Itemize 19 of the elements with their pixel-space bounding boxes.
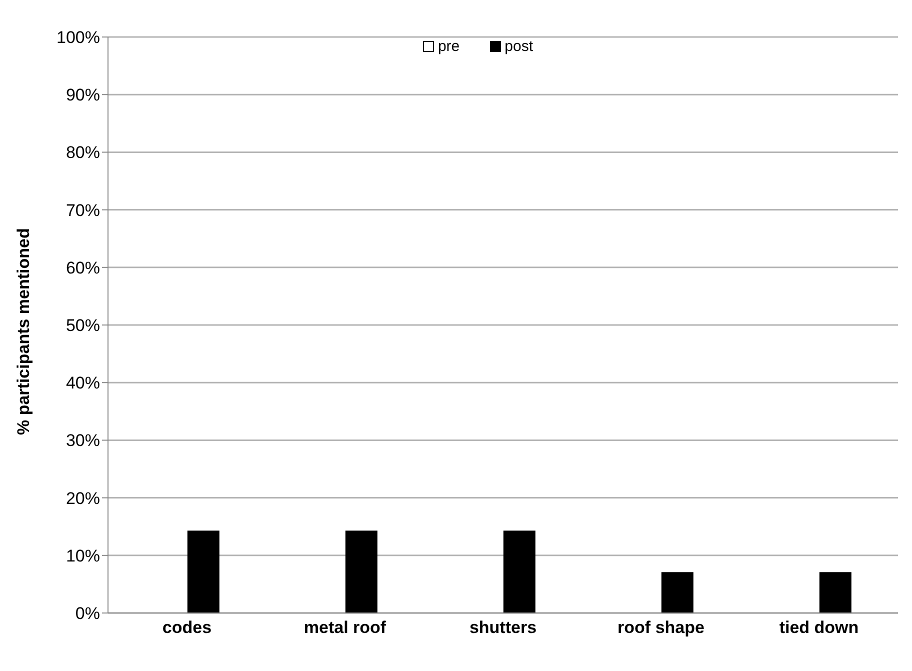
y-tick-label: 0% xyxy=(75,604,100,624)
x-tick-label: metal roof xyxy=(304,618,386,638)
y-tick-label: 30% xyxy=(66,431,100,450)
y-tick-label: 40% xyxy=(66,374,100,393)
y-tick-label: 20% xyxy=(66,488,100,508)
x-tick-label: tied down xyxy=(779,618,859,638)
y-axis-title: % participants mentioned xyxy=(14,228,34,435)
x-tick-label: roof shape xyxy=(618,618,704,638)
y-tick-label: 80% xyxy=(66,143,100,162)
y-tick-label: 70% xyxy=(66,200,100,220)
y-tick-label: 100% xyxy=(56,28,100,48)
x-tick-label: codes xyxy=(162,618,212,638)
x-tick-label: shutters xyxy=(469,618,537,638)
y-tick-label: 10% xyxy=(66,546,100,566)
legend-label: pre xyxy=(436,38,460,55)
legend-label: post xyxy=(504,38,534,55)
y-tick-label: 90% xyxy=(66,86,100,105)
y-tick-label: 50% xyxy=(66,316,100,336)
y-tick-label: 60% xyxy=(66,258,100,278)
